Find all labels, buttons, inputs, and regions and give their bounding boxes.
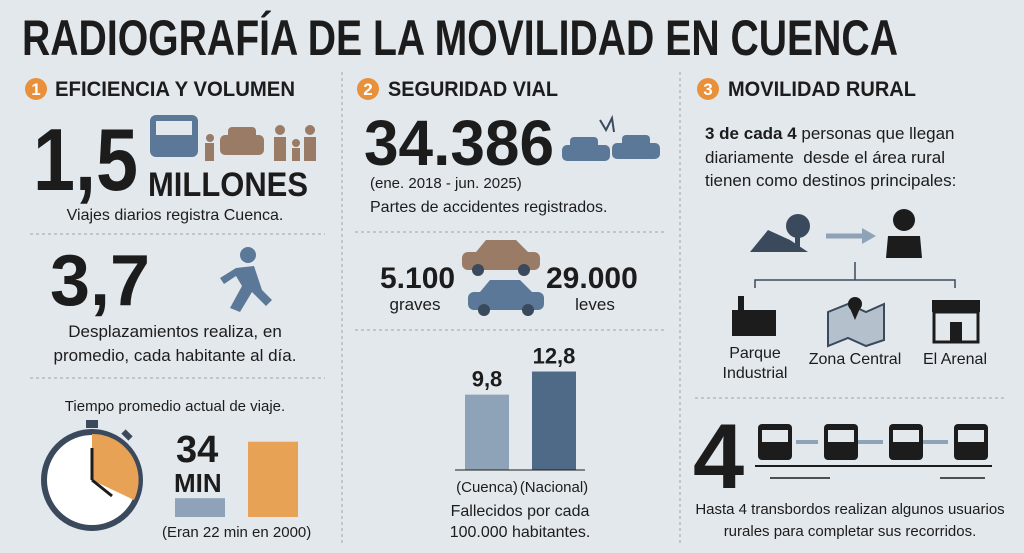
note: (Eran 22 min en 2000) [162,524,311,541]
period: (ene. 2018 - jun. 2025) [370,175,522,192]
intro-line: diariamente desde el área rural [705,148,945,167]
crash-icon [562,114,660,161]
label: leves [575,295,615,314]
unit: MILLONES [148,166,308,204]
runner-icon [220,247,272,312]
clock-icon [41,420,143,531]
destination-label: Parque [729,345,781,362]
value: 34 [176,429,218,471]
intro-line: personas que llegan [797,124,955,143]
badge [697,78,719,100]
caption: Desplazamientos realiza, en [68,322,282,341]
caption: 100.000 habitantes. [450,524,591,541]
destination-label: Zona Central [809,351,902,368]
caption: Viajes diarios registra Cuenca. [67,207,284,224]
category-label: (Cuenca) [456,479,518,496]
destination-label: Industrial [723,365,788,382]
bar [465,394,509,470]
heading: SEGURIDAD VIAL [388,78,558,101]
big-number: 3,7 [50,241,150,321]
destination-label: El Arenal [923,351,987,368]
title: RADIOGRAFÍA DE LA MOVILIDAD EN CUENCA [22,10,898,66]
badge-number: 3 [703,80,712,99]
caption: Hasta 4 transbordos realizan algunos usu… [695,501,1004,518]
heading: EFICIENCIA Y VOLUMEN [55,78,295,101]
intro-line: tienen como destinos principales: [705,171,956,190]
caption: rurales para completar sus recorridos. [724,523,977,540]
caption: Partes de accidentes registrados. [370,199,607,216]
category-label: (Nacional) [520,479,588,496]
caption: Fallecidos por cada [451,503,590,520]
big-number: 1,5 [33,110,138,209]
big-number: 34.386 [364,107,554,179]
car-icons [462,240,544,316]
bus-icons [755,424,992,479]
highlight: 3 de cada 4 [705,124,797,143]
flow-icons [732,209,980,348]
icons [150,115,316,161]
bar [248,441,298,517]
badge-number: 1 [31,80,40,99]
label: graves [389,295,440,314]
unit: MIN [174,468,222,498]
bar [175,498,225,517]
value-label: 12,8 [533,344,576,369]
value: 29.000 [546,262,638,295]
big-number: 4 [693,406,744,508]
caption: Tiempo promedio actual de viaje. [65,398,285,415]
badge [357,78,379,100]
badge-number: 2 [363,80,372,99]
heading: MOVILIDAD RURAL [728,78,916,101]
badge [25,78,47,100]
intro: 3 de cada 4 personas que llegan [705,124,955,143]
value: 5.100 [380,262,455,295]
caption: promedio, cada habitante al día. [54,346,297,365]
bar [532,371,576,470]
value-label: 9,8 [472,367,503,392]
